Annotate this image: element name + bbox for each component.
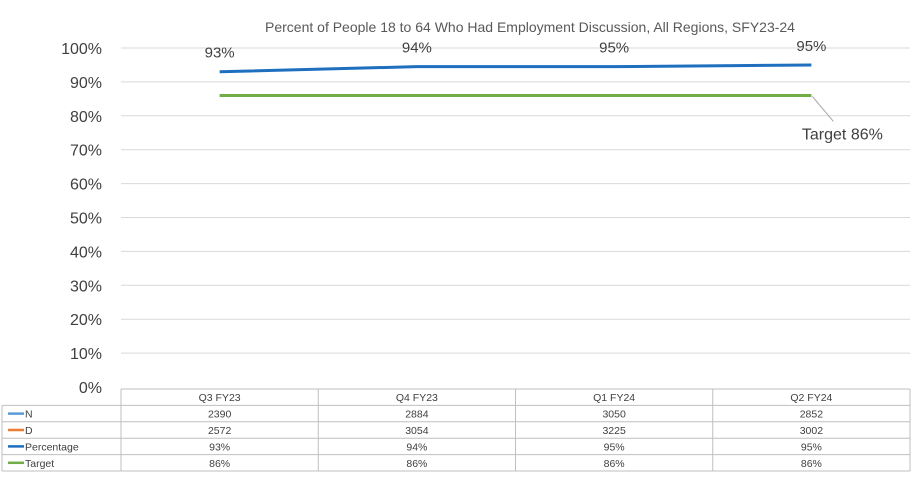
table-cell: 2390 — [208, 409, 232, 421]
data-label: 93% — [205, 45, 235, 62]
table-cell: 86% — [209, 458, 230, 470]
x-tick-label: Q2 FY24 — [790, 392, 832, 404]
table-cell: 95% — [604, 441, 625, 453]
data-table: Q3 FY23 Q4 FY23 Q1 FY24 Q2 FY24 N 2390 2884 305… — [1, 388, 911, 472]
y-tick-label: 80% — [70, 109, 102, 126]
table-cell: 3050 — [602, 409, 626, 421]
table-cell: 93% — [209, 441, 230, 453]
table-cell: 3002 — [800, 425, 824, 437]
table-cell: 3225 — [602, 425, 626, 437]
legend-label: D — [25, 425, 33, 437]
y-tick-label: 70% — [70, 143, 102, 160]
y-tick-label: 20% — [70, 312, 102, 329]
y-tick-label: 90% — [70, 75, 102, 92]
gridlines — [121, 47, 910, 354]
table-cell: 3054 — [405, 425, 429, 437]
legend-label: N — [25, 409, 33, 421]
legend-label: Percentage — [25, 441, 79, 453]
legend-label: Target — [25, 458, 54, 470]
data-labels: 93% 94% 95% 95% — [205, 38, 827, 62]
x-tick-label: Q1 FY24 — [593, 392, 635, 404]
y-tick-label: 10% — [70, 346, 102, 363]
x-tick-label: Q3 FY23 — [199, 392, 241, 404]
data-label: 95% — [599, 40, 629, 57]
y-axis-tick-labels: 100% 90% 80% 70% 60% 50% 40% 30% 20% 10% 0% — [61, 41, 102, 397]
series-line-percentage — [219, 63, 812, 74]
series-lines — [219, 63, 812, 97]
table-cell: 86% — [604, 458, 625, 470]
table-cell: 94% — [406, 441, 427, 453]
target-annotation: Target 86% — [802, 126, 883, 143]
table-cell: 95% — [801, 441, 822, 453]
annotation-leader-line — [811, 96, 834, 122]
table-cell: 2852 — [800, 409, 824, 421]
y-tick-label: 50% — [70, 211, 102, 228]
table-cell: 86% — [801, 458, 822, 470]
x-tick-label: Q4 FY23 — [396, 392, 438, 404]
chart-title: Percent of People 18 to 64 Who Had Emplo… — [265, 19, 795, 35]
data-label: 94% — [402, 40, 432, 57]
y-tick-label: 60% — [70, 177, 102, 194]
data-label: 95% — [796, 38, 826, 55]
table-cell: 2884 — [405, 409, 429, 421]
table-cell: 86% — [406, 458, 427, 470]
y-tick-label: 0% — [79, 380, 102, 397]
table-cell: 2572 — [208, 425, 232, 437]
y-tick-label: 40% — [70, 244, 102, 261]
y-tick-label: 30% — [70, 278, 102, 295]
annotations: Target 86% — [802, 96, 883, 143]
y-tick-label: 100% — [61, 41, 102, 58]
